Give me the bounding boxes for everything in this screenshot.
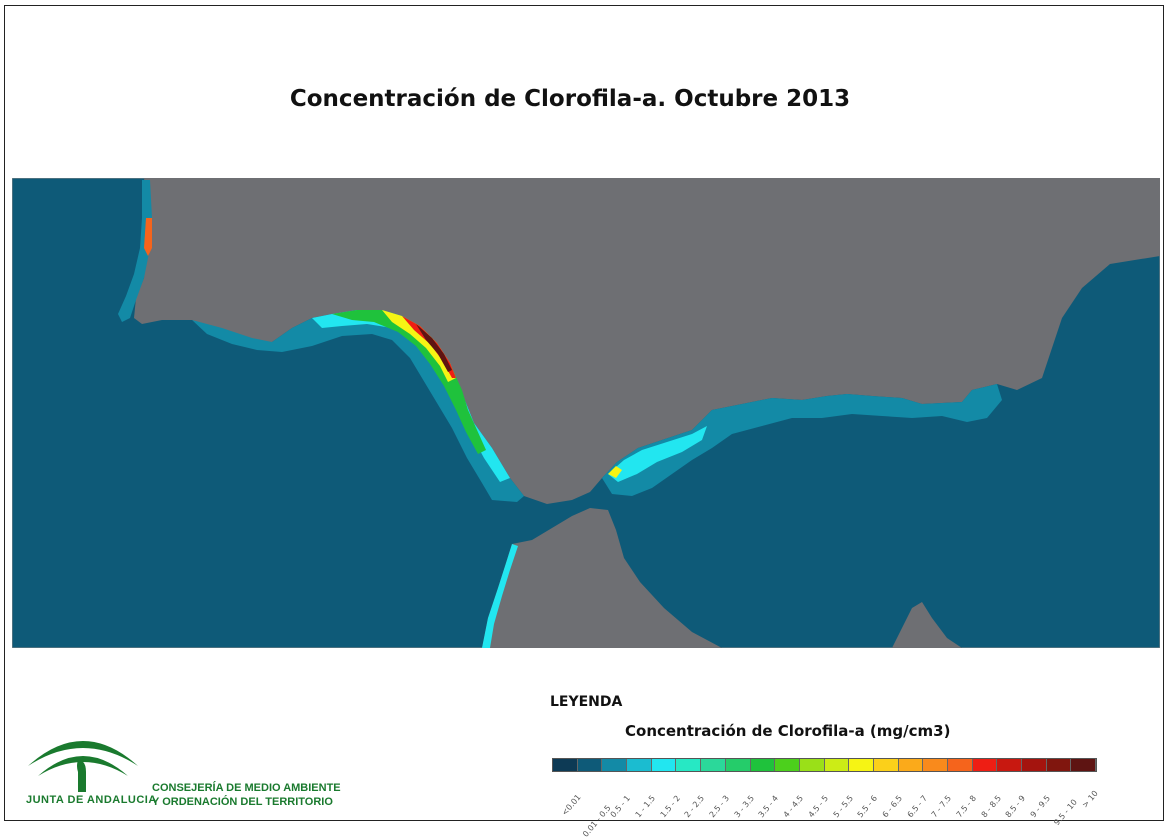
legend-swatch: [701, 759, 726, 771]
legend-swatch: [799, 759, 825, 771]
land-africa-east: [892, 602, 962, 648]
legend-swatch: [553, 759, 578, 771]
coast-band-cadiz-peak: [382, 310, 456, 382]
legend-tick-label: 9.5 - 10: [1051, 797, 1079, 828]
junta-label: JUNTA DE ANDALUCIA: [26, 794, 157, 806]
legend-color-bar: [552, 758, 1098, 772]
legend-swatch: [972, 759, 998, 771]
legend-swatch: [948, 759, 973, 771]
legend-subtitle: Concentración de Clorofila-a (mg/cm3): [625, 722, 951, 740]
legend-tick-label: > 10: [1079, 788, 1100, 810]
department-line-2: Y ORDENACIÓN DEL TERRITORIO: [152, 796, 333, 808]
legend-swatch: [923, 759, 948, 771]
chlorophyll-map: [12, 178, 1160, 648]
legend-swatch: [750, 759, 776, 771]
coast-band-cadiz-high: [332, 310, 486, 454]
legend-tick-label: <0.01: [559, 792, 583, 818]
legend-swatch: [1046, 759, 1072, 771]
coast-band-med-outer: [602, 384, 1002, 496]
legend-swatch: [651, 759, 677, 771]
map-title: Concentración de Clorofila-a. Octubre 20…: [289, 86, 851, 112]
legend-swatch: [1022, 759, 1047, 771]
legend-swatch: [627, 759, 652, 771]
coast-band-portugal: [118, 180, 152, 322]
legend-swatch: [602, 759, 628, 771]
legend-swatch: [824, 759, 850, 771]
coast-band-cadiz-max: [402, 316, 456, 378]
legend-swatch: [898, 759, 924, 771]
coast-band-med-inner: [608, 426, 707, 482]
legend-swatch: [577, 759, 603, 771]
legend-swatch: [725, 759, 751, 771]
land-iberia: [134, 178, 1160, 504]
coast-band-med-peak: [608, 466, 622, 478]
legend-heading: LEYENDA: [550, 694, 623, 710]
legend-swatch: [775, 759, 800, 771]
legend-tick-label: 0.01 - 0.5: [580, 803, 613, 839]
legend-swatch: [1071, 759, 1097, 771]
coast-band-cadiz-mid: [312, 310, 510, 482]
junta-andalucia-logo: [28, 741, 138, 792]
legend-swatch: [873, 759, 899, 771]
department-line-1: CONSEJERÍA DE MEDIO AMBIENTE: [152, 782, 341, 794]
coast-band-portugal-inner: [144, 218, 152, 256]
coast-band-morocco: [482, 544, 518, 648]
legend-swatch: [676, 759, 702, 771]
coast-band-cadiz-extreme: [416, 324, 452, 372]
legend-swatch: [997, 759, 1023, 771]
land-africa: [482, 508, 722, 648]
legend-swatch: [849, 759, 874, 771]
